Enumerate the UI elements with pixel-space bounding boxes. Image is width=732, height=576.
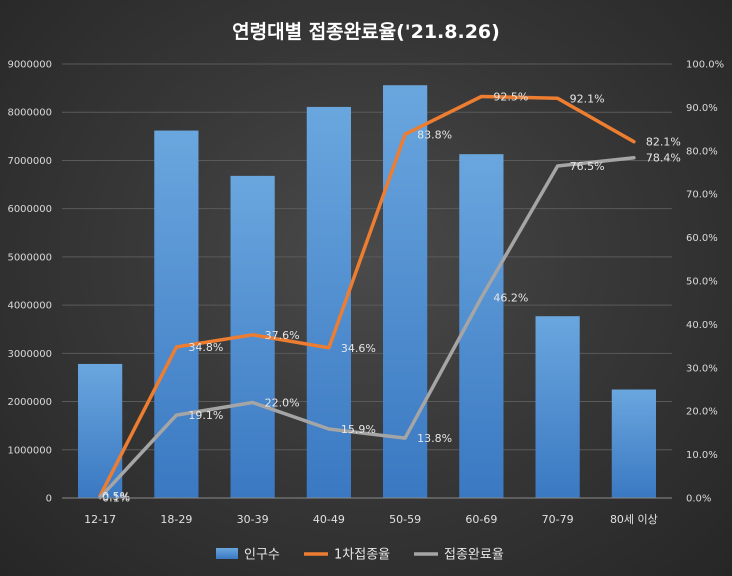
x-category-label: 40-49 (313, 513, 345, 526)
y-left-tick-label: 7000000 (7, 156, 52, 167)
first-dose-data-label: 37.6% (265, 329, 300, 342)
y-right-tick-label: 90.0% (686, 103, 718, 114)
x-category-label: 30-39 (237, 513, 269, 526)
y-right-tick-label: 10.0% (686, 450, 718, 461)
first-dose-data-label: 0.5% (102, 490, 130, 503)
y-left-tick-label: 4000000 (7, 301, 52, 312)
bar-series (78, 85, 656, 499)
x-category-label: 50-59 (389, 513, 421, 526)
first-dose-data-label: 83.8% (417, 128, 452, 141)
legend-label-first-dose: 1차접종율 (334, 548, 390, 563)
completion-data-label: 13.8% (417, 432, 452, 445)
y-left-tick-label: 8000000 (7, 108, 52, 119)
y-right-tick-label: 100.0% (686, 60, 724, 71)
x-category-label: 60-69 (465, 513, 497, 526)
y-left-tick-label: 5000000 (7, 252, 52, 263)
y-left-tick-label: 9000000 (7, 60, 52, 71)
first-dose-rate-line (98, 94, 636, 498)
x-category-label: 12-17 (84, 513, 116, 526)
first-dose-data-label: 34.8% (188, 341, 223, 354)
y-right-tick-label: 50.0% (686, 277, 718, 288)
y-right-tick-label: 20.0% (686, 407, 718, 418)
chart-title: 연령대별 접종완료율('21.8.26) (232, 21, 500, 43)
x-category-label: 18-29 (160, 513, 192, 526)
legend-label-population: 인구수 (244, 548, 280, 563)
legend-swatch-population (216, 548, 238, 559)
y-right-tick-label: 30.0% (686, 363, 718, 374)
x-category-label: 80세 이상 (610, 513, 658, 526)
y-right-tick-label: 60.0% (686, 233, 718, 244)
completion-data-label: 22.0% (265, 397, 300, 410)
completion-data-label: 76.5% (570, 160, 605, 173)
y-right-tick-label: 80.0% (686, 146, 718, 157)
data-labels: 0.5%34.8%37.6%34.6%83.8%92.5% 92.1%82.1%0… (102, 91, 681, 505)
population-bar (78, 363, 123, 498)
completion-data-label: 15.9% (341, 423, 376, 436)
first-dose-data-label: 92.1% (570, 92, 605, 105)
y-left-tick-label: 0 (46, 494, 52, 505)
axes: 0 1000000 2000000 3000000 4000000 5000000 6000… (7, 60, 724, 527)
legend: 인구수 1차접종율 접종완료율 (216, 548, 504, 563)
y-left-tick-label: 2000000 (7, 397, 52, 408)
population-bar (611, 389, 656, 498)
y-left-tick-label: 3000000 (7, 349, 52, 360)
first-dose-data-label: 82.1% (646, 136, 681, 149)
first-dose-data-label: 92.5% (493, 91, 528, 104)
y-right-tick-label: 40.0% (686, 320, 718, 331)
completion-rate-line (98, 155, 636, 500)
y-left-tick-label: 1000000 (7, 445, 52, 456)
completion-data-label: 78.4% (646, 152, 681, 165)
legend-label-completion: 접종완료율 (444, 548, 504, 563)
x-category-label: 70-79 (542, 513, 574, 526)
line-series (98, 94, 636, 500)
population-bar (154, 130, 199, 498)
population-bar (535, 316, 580, 498)
population-bar (383, 85, 428, 499)
y-left-tick-label: 6000000 (7, 204, 52, 215)
y-right-tick-label: 70.0% (686, 190, 718, 201)
y-right-tick-label: 0.0% (686, 494, 711, 505)
first-dose-data-label: 34.6% (341, 342, 376, 355)
completion-data-label: 46.2% (493, 291, 528, 304)
completion-data-label: 19.1% (188, 409, 223, 422)
